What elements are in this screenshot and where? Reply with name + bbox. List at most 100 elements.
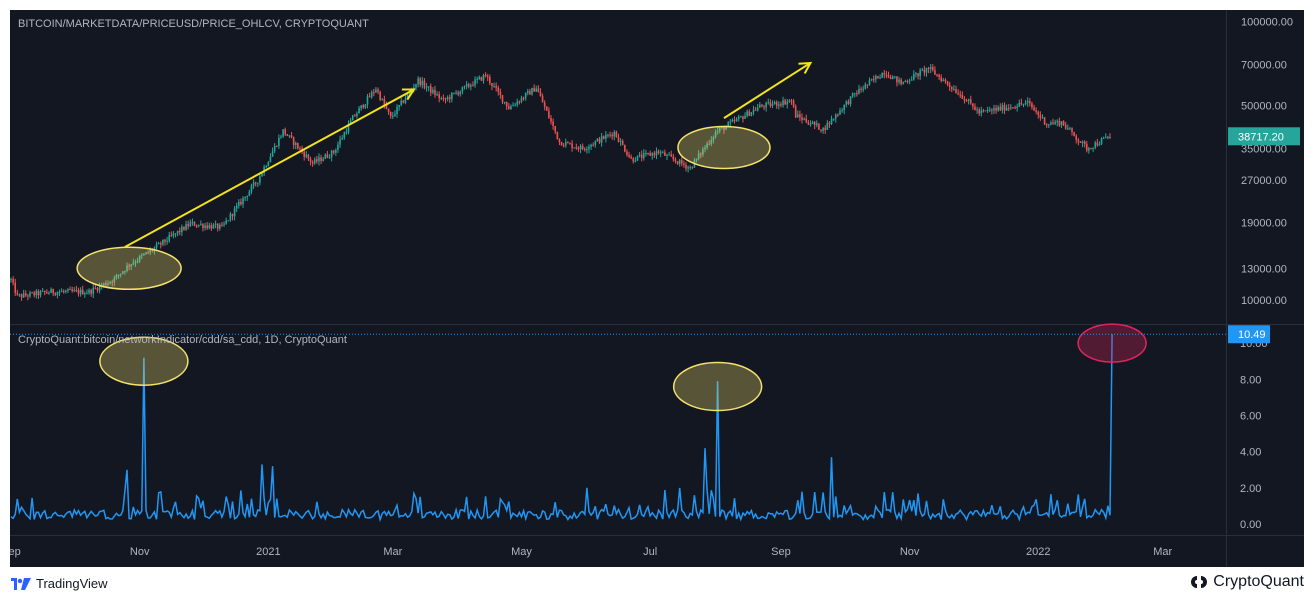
candle (77, 287, 80, 297)
tradingview-logo[interactable]: TradingView (10, 576, 108, 591)
price-tick-label: 19000.00 (1241, 217, 1287, 229)
candle-body (733, 120, 736, 122)
candle (389, 111, 392, 119)
candle-body (360, 105, 362, 109)
candle (1079, 141, 1082, 144)
candle-body (290, 135, 293, 138)
candle (666, 153, 668, 160)
candle (737, 114, 740, 122)
candle (822, 127, 824, 134)
cryptoquant-logo[interactable]: CryptoQuant (1189, 573, 1304, 591)
candle (883, 70, 886, 79)
candle-body (794, 106, 797, 118)
candle (531, 87, 533, 96)
candle-body (518, 101, 521, 103)
candle-body (630, 156, 632, 159)
candle (740, 115, 742, 118)
candle-body (168, 235, 171, 241)
highlight-ellipse (1077, 323, 1147, 363)
candle-body (124, 271, 126, 273)
candle-body (208, 225, 211, 229)
candle-body (29, 292, 31, 297)
candle-body (189, 222, 192, 227)
candle (387, 108, 390, 115)
candle (381, 98, 384, 101)
candle (851, 92, 854, 99)
candle-body (661, 152, 664, 154)
candle-body (463, 85, 466, 87)
candle (984, 110, 987, 112)
candle (493, 82, 495, 88)
candle-body (984, 110, 987, 112)
candle (46, 289, 48, 295)
candle-body (307, 154, 310, 159)
candle-body (571, 143, 573, 148)
candle-body (252, 182, 255, 186)
candle-body (427, 86, 430, 88)
candle (489, 74, 491, 86)
candle (330, 149, 333, 162)
candle (655, 147, 658, 160)
candle (1098, 141, 1101, 146)
candle (1096, 138, 1099, 147)
trend-arrow-shaft (723, 62, 811, 119)
candle (172, 231, 175, 239)
candle (761, 103, 763, 108)
candle (748, 109, 751, 117)
chart-area[interactable]: 100000.00 70000.00 50000.00 35000.00 27000.0… (10, 10, 1304, 567)
candle-body (60, 291, 63, 293)
candle-body (1016, 106, 1018, 109)
candle-body (442, 98, 445, 100)
candle-body (583, 149, 586, 151)
chart-svg[interactable]: 100000.00 70000.00 50000.00 35000.00 27000.0… (10, 10, 1304, 567)
candle-body (655, 151, 658, 156)
candle-body (273, 145, 276, 152)
candle (870, 78, 873, 82)
candle-body (54, 293, 57, 295)
candle (680, 156, 683, 167)
candle (225, 217, 227, 225)
candle (136, 257, 139, 264)
candle (328, 154, 331, 159)
candle-body (280, 136, 282, 138)
candle (1003, 102, 1006, 115)
candle (282, 129, 284, 138)
candle-body (164, 239, 166, 242)
candle-body (752, 109, 755, 113)
candle (60, 288, 63, 293)
candle-body (847, 101, 850, 104)
candle-body (813, 122, 816, 125)
candle-body (931, 67, 934, 71)
candle (913, 70, 915, 81)
candle-body (364, 104, 367, 108)
candle-body (1088, 148, 1090, 151)
candle (744, 112, 746, 120)
candle (889, 74, 892, 80)
candle-body (461, 86, 464, 92)
candle-body (628, 154, 630, 157)
candle (512, 102, 514, 107)
candle-body (358, 108, 360, 114)
candle (813, 121, 816, 130)
candle (88, 288, 90, 295)
candle (908, 78, 911, 85)
candle (685, 162, 687, 172)
candle-body (421, 80, 424, 86)
candle-body (35, 291, 38, 296)
candle (664, 149, 666, 157)
price-tick-label: 10000.00 (1241, 295, 1287, 307)
candle (202, 223, 204, 232)
candle-body (938, 74, 940, 78)
candle (733, 116, 736, 124)
candle-body (94, 287, 97, 289)
candle-body (913, 74, 915, 80)
candle (244, 196, 246, 202)
trend-arrow-shaft (124, 88, 415, 248)
candle-body (672, 156, 675, 160)
candle (583, 147, 586, 152)
candle (613, 130, 616, 141)
candle-body (588, 146, 590, 150)
candle (337, 141, 339, 153)
candle (1043, 117, 1046, 126)
candle-body (478, 76, 481, 79)
